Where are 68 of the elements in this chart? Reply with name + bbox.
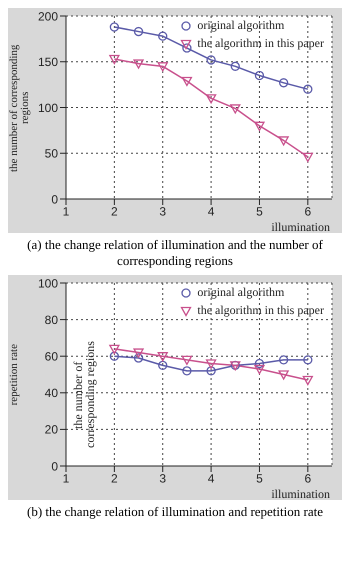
legend-label: original algorithm [197,18,284,33]
point [230,104,240,114]
y-tick-label: 150 [38,55,58,70]
x-tick-label: 2 [111,204,118,219]
point [302,152,313,162]
x-tick-label: 3 [159,472,166,486]
y-tick-label: 40 [44,386,58,400]
y-tick-label: 200 [38,9,58,24]
y-tick-label: 80 [44,312,58,327]
point [278,355,288,365]
legend-label: the algorithm in this paper [197,303,324,318]
point [230,62,240,71]
point [158,31,168,41]
point [109,344,120,354]
point [182,366,192,376]
legend-label: original algorithm [197,285,284,300]
y-axis-title: repetition rate [8,344,20,406]
point [182,356,192,366]
point [254,122,265,131]
x-tick-label: 5 [256,204,264,219]
legend-label: the algorithm in this paper [197,36,324,51]
point [302,376,313,386]
x-tick-label: 1 [62,204,70,219]
x-tick-label: 1 [62,472,70,486]
point [134,26,144,36]
point [158,360,168,370]
point [134,353,144,363]
y-tick-label: 50 [44,146,58,161]
x-tick-label: 6 [304,472,312,486]
point [110,22,120,32]
x-tick-label: 4 [208,472,215,486]
x-tick-label: 2 [111,472,118,486]
y-tick-label: 100 [38,276,58,290]
x-tick-label: 5 [256,472,264,486]
point [303,355,312,365]
point [278,136,289,146]
point [133,59,144,69]
point [254,70,264,80]
x-tick-label: 4 [208,204,215,219]
y-tick-label: 0 [51,192,58,206]
y-axis-title: the number of corresponding regions [8,42,31,172]
point [109,54,120,64]
point [278,78,288,88]
text: (a) the change relation of illumination and the number of corresponding regions [26,237,324,269]
annotation: the number of corresponding regions [71,340,97,450]
point [158,62,168,72]
x-axis-title: illumination [271,487,330,501]
x-tick-label: 6 [304,204,312,219]
point [206,359,216,369]
point [206,366,216,376]
y-tick-label: 20 [44,422,58,437]
point [206,94,216,104]
text: (b) the change relation of illumination and repetition rate [26,504,324,520]
point [133,348,144,358]
point [182,43,192,53]
point [158,352,168,362]
point [254,364,265,374]
point [110,352,120,361]
point [254,358,264,368]
y-tick-label: 100 [38,100,58,115]
x-axis-title: illumination [271,220,330,234]
point [206,55,216,65]
x-tick-label: 3 [159,204,166,219]
point [278,370,289,380]
point [182,76,192,86]
point [303,84,312,94]
y-tick-label: 60 [44,349,58,364]
y-tick-label: 0 [51,459,58,474]
